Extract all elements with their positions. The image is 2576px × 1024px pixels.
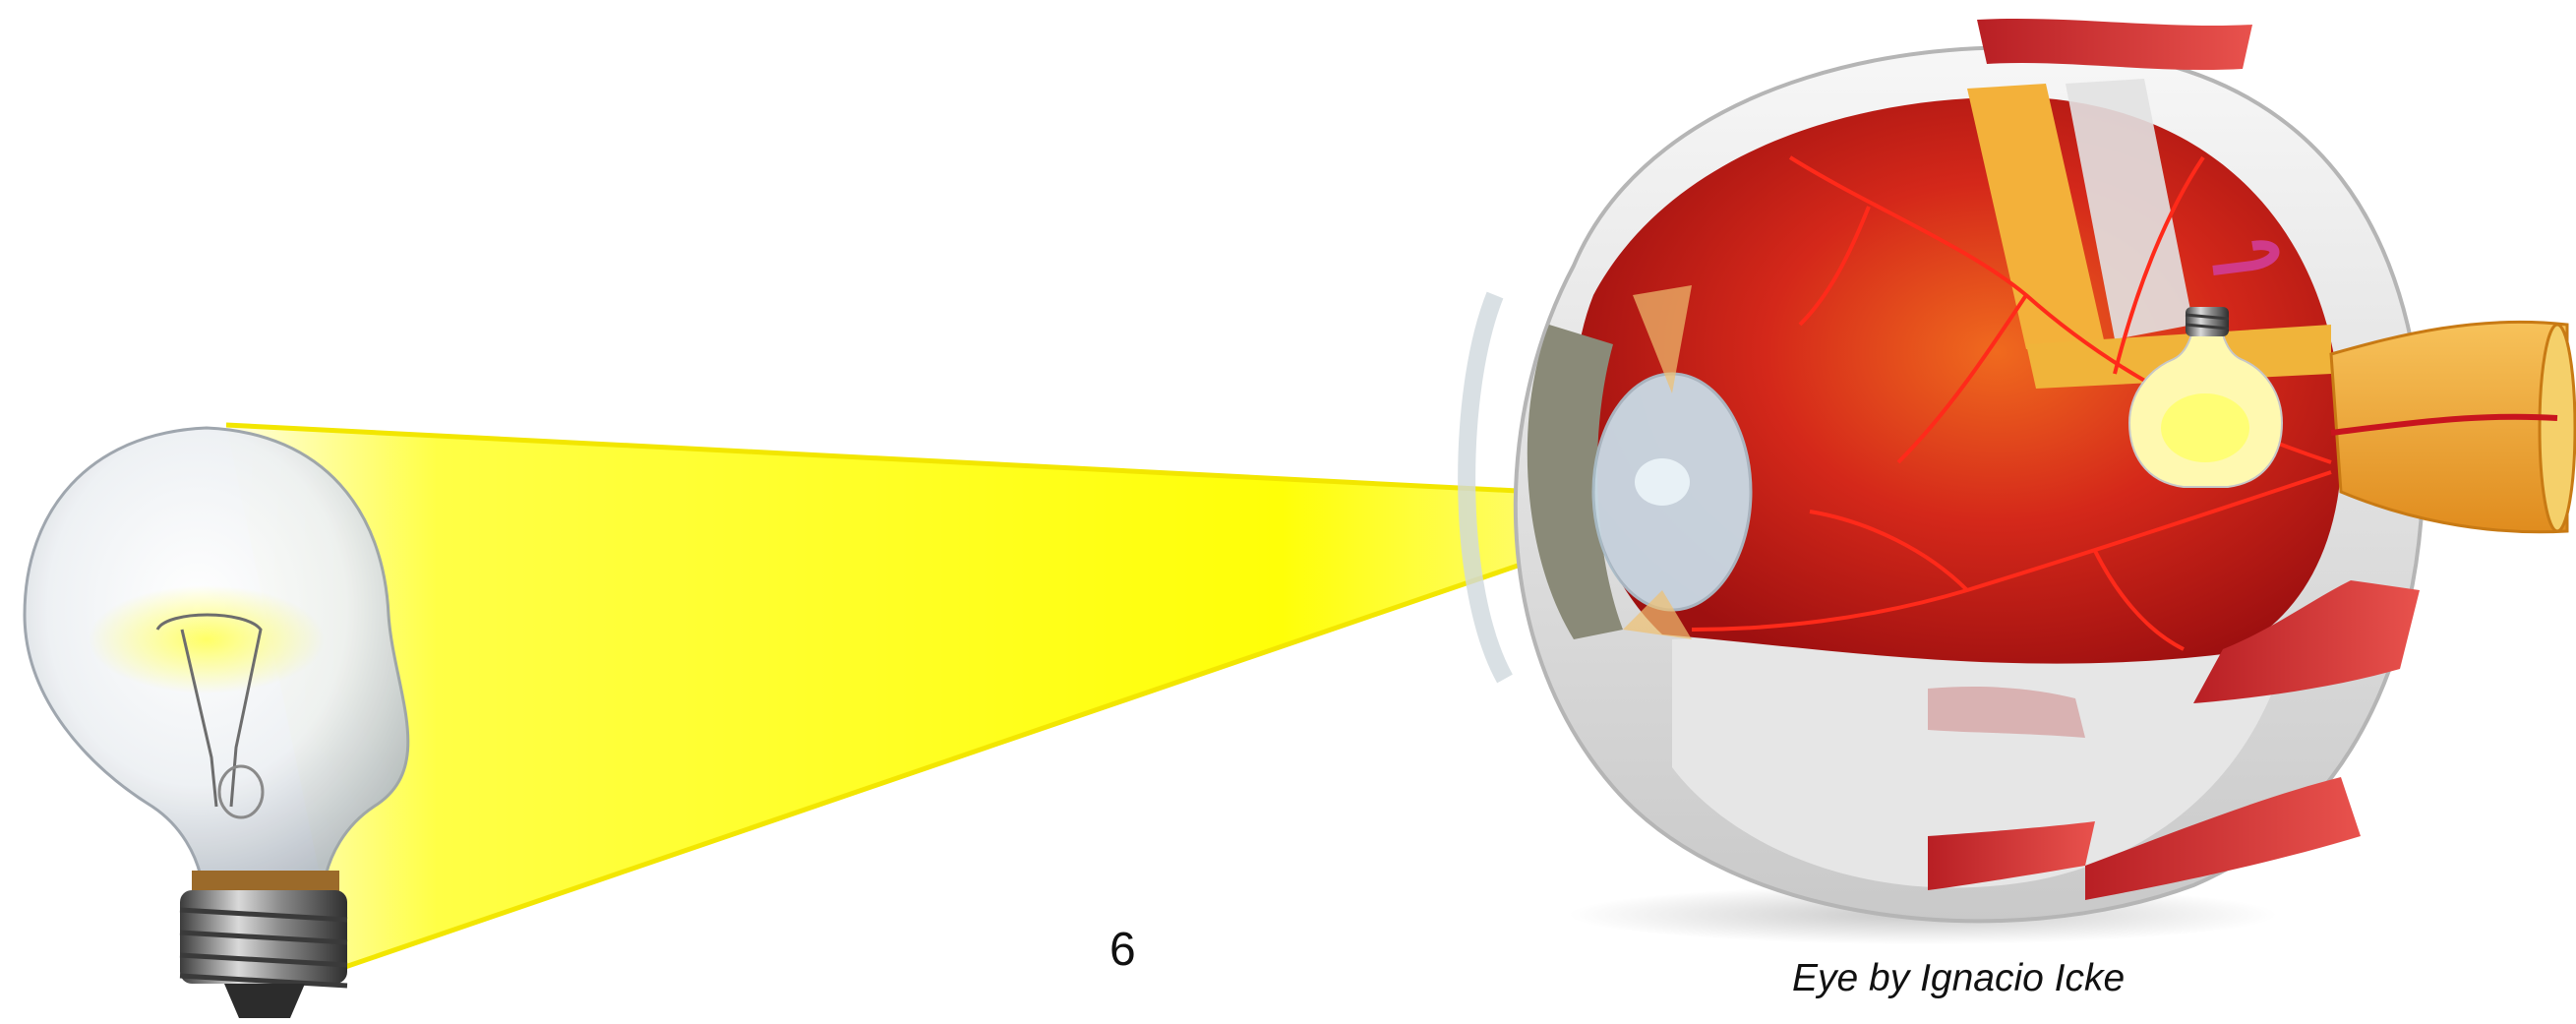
page-number: 6	[1109, 924, 1136, 976]
retinal-image-bulb-icon	[2127, 307, 2284, 488]
eye-cross-section-icon	[1458, 18, 2576, 944]
image-credit: Eye by Ignacio Icke	[1792, 957, 2126, 999]
ciliary-body	[1623, 285, 1692, 639]
blood-vessels	[1691, 155, 2332, 651]
optic-nerve	[2329, 320, 2569, 534]
extraocular-muscles	[1928, 18, 2420, 900]
light-bulb-icon	[23, 426, 410, 1018]
